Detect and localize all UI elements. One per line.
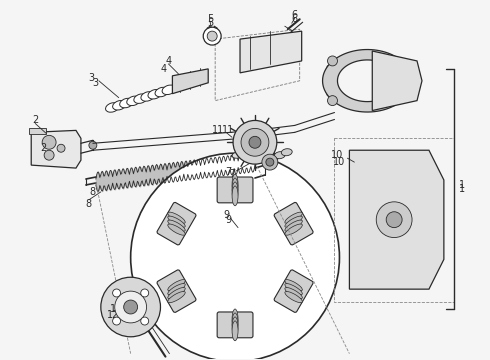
Text: 7: 7 bbox=[229, 169, 235, 179]
Ellipse shape bbox=[232, 317, 238, 337]
Circle shape bbox=[262, 154, 278, 170]
Circle shape bbox=[327, 96, 338, 105]
Circle shape bbox=[113, 289, 121, 297]
Ellipse shape bbox=[155, 87, 169, 97]
Text: 4: 4 bbox=[165, 56, 172, 66]
Circle shape bbox=[44, 150, 54, 160]
Ellipse shape bbox=[232, 152, 242, 158]
Text: 11: 11 bbox=[212, 125, 224, 135]
Text: 3: 3 bbox=[88, 73, 94, 83]
Circle shape bbox=[386, 212, 402, 228]
FancyBboxPatch shape bbox=[274, 202, 313, 245]
Ellipse shape bbox=[274, 152, 285, 159]
Text: 11: 11 bbox=[222, 125, 234, 135]
Text: 10: 10 bbox=[331, 150, 343, 160]
Text: 7: 7 bbox=[225, 167, 231, 177]
Circle shape bbox=[141, 317, 148, 325]
Polygon shape bbox=[172, 69, 208, 94]
Circle shape bbox=[249, 136, 261, 148]
Polygon shape bbox=[349, 150, 444, 289]
Ellipse shape bbox=[168, 292, 185, 303]
Circle shape bbox=[101, 277, 161, 337]
Ellipse shape bbox=[232, 321, 238, 341]
Ellipse shape bbox=[120, 98, 133, 108]
Text: 8: 8 bbox=[90, 187, 96, 197]
Text: 12: 12 bbox=[110, 304, 122, 314]
Circle shape bbox=[327, 56, 338, 66]
Circle shape bbox=[233, 121, 277, 164]
Ellipse shape bbox=[148, 90, 162, 99]
Circle shape bbox=[115, 291, 147, 323]
Ellipse shape bbox=[168, 280, 185, 291]
Text: 1: 1 bbox=[459, 184, 465, 194]
Text: 9: 9 bbox=[223, 210, 229, 220]
FancyBboxPatch shape bbox=[274, 270, 313, 312]
Circle shape bbox=[42, 135, 56, 149]
Text: 1: 1 bbox=[459, 180, 465, 190]
Circle shape bbox=[376, 202, 412, 238]
FancyBboxPatch shape bbox=[157, 202, 196, 245]
Text: 3: 3 bbox=[93, 78, 99, 88]
Ellipse shape bbox=[168, 216, 185, 227]
FancyBboxPatch shape bbox=[157, 270, 196, 312]
Ellipse shape bbox=[285, 292, 302, 303]
FancyBboxPatch shape bbox=[217, 312, 253, 338]
Circle shape bbox=[57, 144, 65, 152]
Polygon shape bbox=[322, 50, 407, 112]
Polygon shape bbox=[240, 31, 302, 73]
Ellipse shape bbox=[237, 150, 247, 156]
Ellipse shape bbox=[168, 224, 185, 235]
Ellipse shape bbox=[285, 224, 302, 235]
Text: 6: 6 bbox=[292, 10, 298, 20]
Ellipse shape bbox=[285, 220, 302, 231]
Ellipse shape bbox=[268, 155, 278, 162]
Polygon shape bbox=[29, 129, 46, 134]
Circle shape bbox=[89, 141, 97, 149]
Ellipse shape bbox=[168, 220, 185, 231]
Text: 12: 12 bbox=[106, 310, 119, 320]
Text: 6: 6 bbox=[292, 14, 298, 24]
Ellipse shape bbox=[232, 309, 238, 329]
Circle shape bbox=[141, 289, 148, 297]
Text: 8: 8 bbox=[86, 199, 92, 209]
Polygon shape bbox=[31, 130, 81, 168]
Text: 9: 9 bbox=[225, 215, 231, 225]
Circle shape bbox=[207, 31, 217, 41]
Text: 5: 5 bbox=[207, 14, 213, 24]
Circle shape bbox=[123, 300, 138, 314]
Ellipse shape bbox=[285, 280, 302, 291]
FancyBboxPatch shape bbox=[217, 177, 253, 203]
Ellipse shape bbox=[242, 148, 252, 154]
Ellipse shape bbox=[232, 178, 238, 198]
Text: 4: 4 bbox=[160, 64, 167, 74]
Ellipse shape bbox=[113, 100, 126, 110]
Ellipse shape bbox=[281, 149, 292, 156]
Circle shape bbox=[113, 317, 121, 325]
Circle shape bbox=[203, 27, 221, 45]
Ellipse shape bbox=[127, 96, 140, 105]
Ellipse shape bbox=[105, 103, 119, 112]
Ellipse shape bbox=[285, 212, 302, 223]
Ellipse shape bbox=[285, 216, 302, 227]
Polygon shape bbox=[372, 51, 422, 111]
Ellipse shape bbox=[232, 174, 238, 194]
Text: 10: 10 bbox=[333, 157, 345, 167]
Ellipse shape bbox=[285, 284, 302, 295]
Ellipse shape bbox=[168, 284, 185, 295]
Text: 2: 2 bbox=[40, 143, 46, 153]
Circle shape bbox=[241, 129, 269, 156]
Ellipse shape bbox=[168, 212, 185, 223]
Ellipse shape bbox=[141, 92, 154, 101]
Circle shape bbox=[131, 153, 340, 360]
Ellipse shape bbox=[232, 182, 238, 202]
Text: 5: 5 bbox=[207, 18, 213, 28]
Ellipse shape bbox=[162, 85, 175, 95]
Ellipse shape bbox=[232, 186, 238, 206]
Ellipse shape bbox=[232, 313, 238, 333]
Ellipse shape bbox=[134, 94, 147, 103]
Text: 2: 2 bbox=[32, 116, 38, 126]
Ellipse shape bbox=[285, 288, 302, 299]
Ellipse shape bbox=[168, 288, 185, 299]
Circle shape bbox=[266, 158, 274, 166]
